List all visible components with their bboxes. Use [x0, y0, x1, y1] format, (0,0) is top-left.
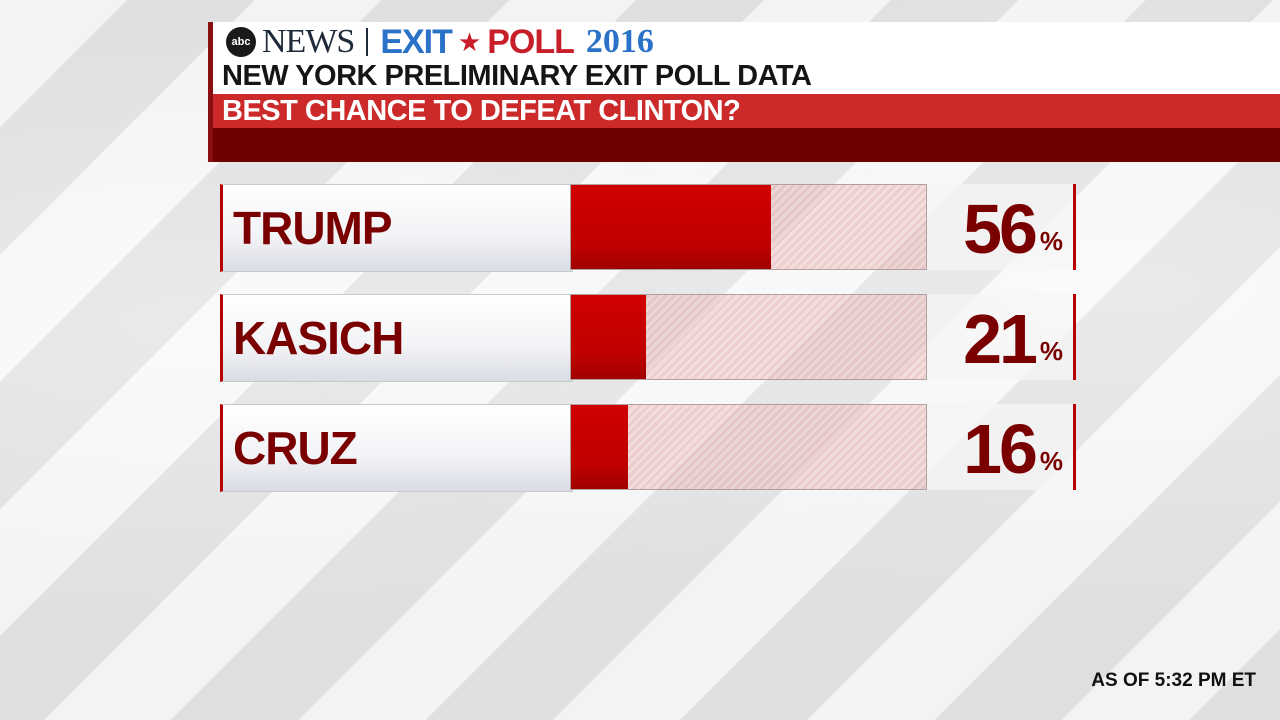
value-box: 16%	[927, 404, 1076, 490]
brand-poll: POLL	[487, 22, 575, 61]
candidate-name: CRUZ	[233, 422, 358, 474]
candidate-label-box: KASICH	[220, 294, 573, 382]
bar-track	[570, 184, 927, 270]
candidate-label-box: TRUMP	[220, 184, 573, 272]
page-subtitle: NEW YORK PRELIMINARY EXIT POLL DATA	[222, 60, 812, 92]
bar-fill	[571, 185, 771, 269]
star-icon: ★	[457, 26, 482, 57]
value-box: 56%	[927, 184, 1076, 270]
result-row: KASICH 21%	[220, 294, 1076, 382]
percent-sign: %	[1039, 226, 1063, 256]
poll-question: BEST CHANCE TO DEFEAT CLINTON?	[222, 95, 741, 127]
value-box: 21%	[927, 294, 1076, 380]
value-label: 21	[963, 300, 1038, 378]
value-label: 16	[963, 410, 1038, 488]
value-label: 56	[963, 190, 1038, 268]
timestamp: AS OF 5:32 PM ET	[1091, 670, 1256, 691]
candidate-label-box: CRUZ	[220, 404, 573, 492]
result-row: CRUZ 16%	[220, 404, 1076, 492]
header-banner: abc NEWS EXIT ★ POLL 2016 NEW YORK PRELI…	[208, 22, 1280, 162]
network-name: NEWS	[262, 23, 355, 60]
bar-fill	[571, 405, 629, 489]
brand-year: 2016	[585, 23, 654, 60]
brand-exit: EXIT	[380, 22, 453, 61]
percent-sign: %	[1039, 446, 1063, 476]
percent-sign: %	[1039, 336, 1063, 366]
bar-track	[570, 404, 927, 490]
header-red-band	[208, 94, 1280, 128]
result-row: TRUMP 56%	[220, 184, 1076, 272]
candidate-name: KASICH	[233, 312, 404, 364]
logo-divider	[366, 28, 369, 56]
candidate-name: TRUMP	[233, 202, 393, 254]
header-dark-band	[208, 128, 1280, 162]
bar-track	[570, 294, 927, 380]
bar-fill	[571, 295, 646, 379]
header-white-band	[208, 22, 1280, 94]
exit-poll-logo: abc NEWS EXIT ★ POLL 2016	[226, 22, 654, 61]
abc-logo-icon: abc	[226, 27, 256, 57]
